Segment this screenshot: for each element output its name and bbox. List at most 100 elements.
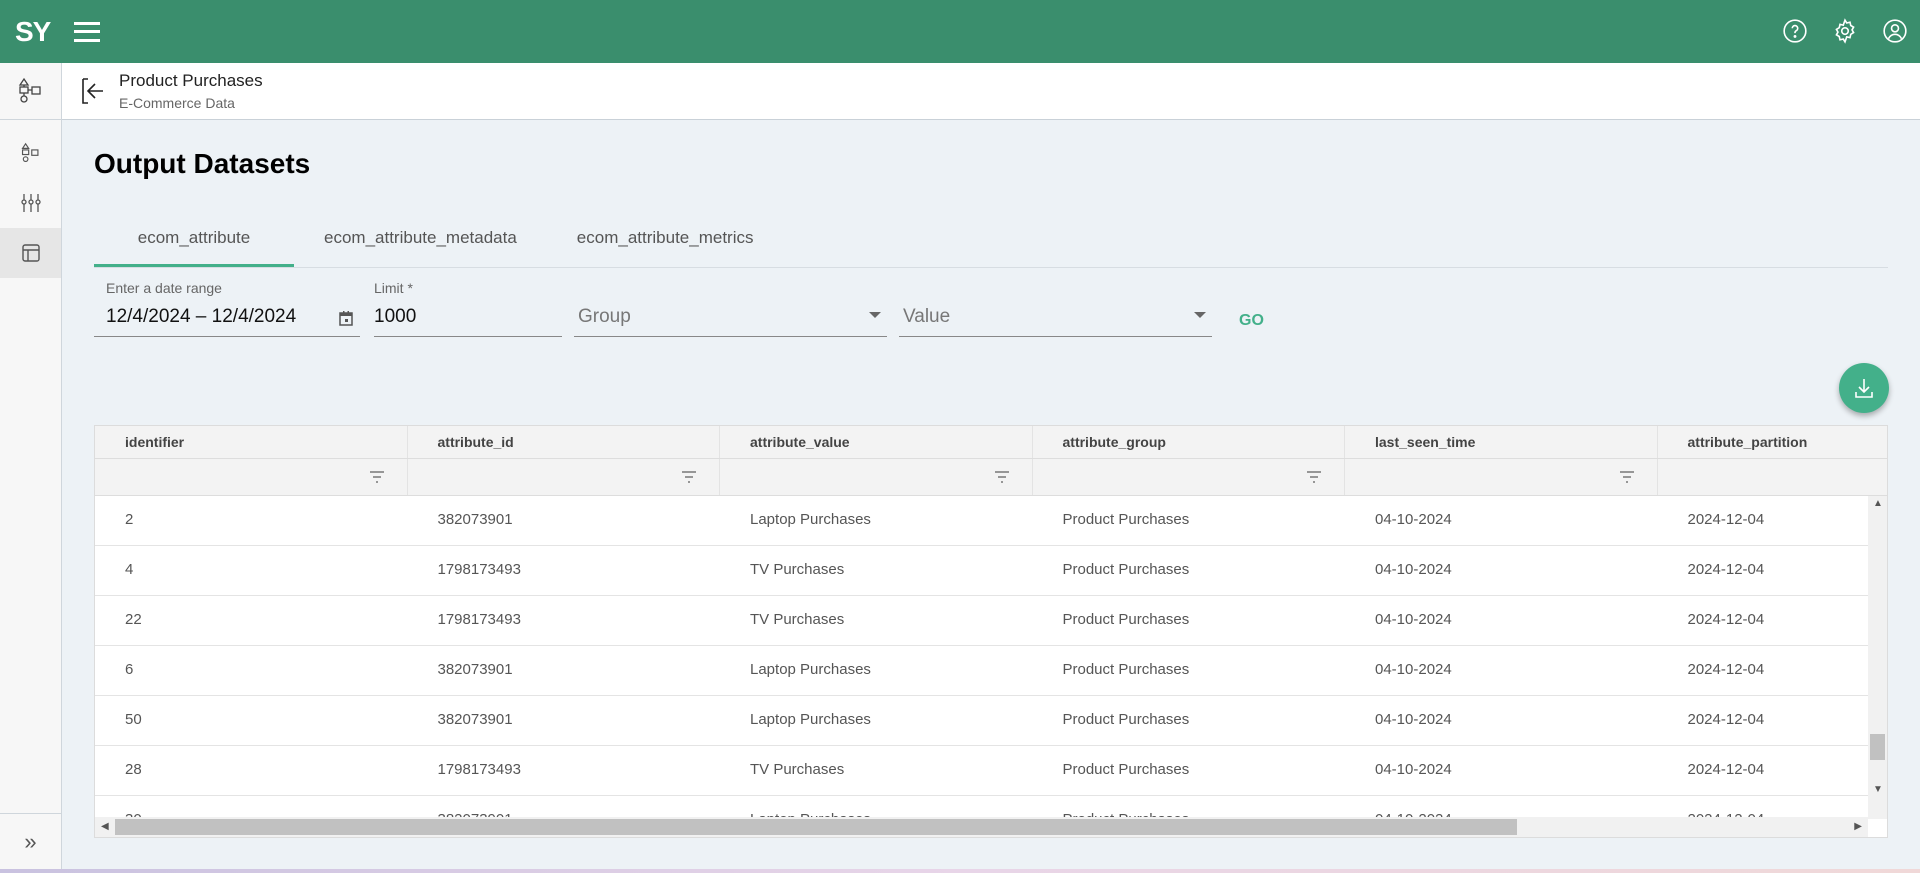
cell-attribute-value: TV Purchases: [750, 611, 845, 628]
window-bottom-edge: [0, 869, 1920, 873]
dataset-tabs: ecom_attribute ecom_attribute_metadata e…: [94, 218, 1888, 268]
column-filter-cell: [1345, 459, 1658, 495]
calendar-icon[interactable]: [338, 310, 354, 327]
table-row[interactable]: 50 382073901 Laptop Purchases Product Purch…: [95, 696, 1868, 746]
column-filter-cell: [720, 459, 1033, 495]
horizontal-scrollbar[interactable]: ◀ ▶: [95, 817, 1868, 837]
filter-icon[interactable]: [369, 471, 385, 483]
cell-attribute-group: Product Purchases: [1062, 611, 1190, 628]
cell-identifier: 22: [125, 611, 142, 628]
cell-last-seen-time: 04-10-2024: [1375, 611, 1452, 628]
sidebar-item-pipeline[interactable]: [0, 63, 61, 120]
top-app-bar: SY: [0, 0, 1920, 63]
cell-last-seen-time: 04-10-2024: [1375, 661, 1452, 678]
cell-last-seen-time: 04-10-2024: [1375, 711, 1452, 728]
column-header-identifier[interactable]: identifier: [95, 426, 408, 458]
cell-attribute-partition: 2024-12-04: [1658, 796, 1869, 819]
cell-attribute-group: Product Purchases: [1062, 711, 1190, 728]
settings-gear-icon[interactable]: [1832, 18, 1858, 44]
cell-attribute-group: Product Purchases: [1062, 661, 1190, 678]
cell-attribute-partition: 2024-12-04: [1687, 611, 1765, 628]
column-header-attribute-value[interactable]: attribute_value: [720, 426, 1033, 458]
filter-icon[interactable]: [681, 471, 697, 483]
cell-attribute-id: 1798173493: [437, 761, 521, 778]
table-row[interactable]: 22 1798173493 TV Purchases Product Purchase…: [95, 596, 1868, 646]
table-row[interactable]: 4 1798173493 TV Purchases Product Purchases…: [95, 546, 1868, 596]
cell-attribute-group: Product Purchases: [1062, 561, 1190, 578]
sidebar-item-datasets[interactable]: [0, 228, 61, 278]
go-button[interactable]: GO: [1239, 312, 1264, 329]
value-select[interactable]: Value: [899, 280, 1212, 337]
page-title: Output Datasets: [94, 148, 311, 179]
tab-ecom-attribute-metadata[interactable]: ecom_attribute_metadata: [324, 228, 517, 247]
sliders-icon: [20, 194, 41, 212]
group-select[interactable]: Group: [574, 280, 887, 337]
cell-attribute-value: TV Purchases: [750, 761, 845, 778]
cell-last-seen-time: 04-10-2024: [1375, 561, 1452, 578]
sidebar: »: [0, 63, 62, 869]
cell-last-seen-time: 04-10-2024: [1375, 761, 1452, 778]
limit-label: Limit *: [374, 280, 413, 296]
workflow-icon: [20, 142, 38, 163]
cell-attribute-group: Product Purchases: [1062, 761, 1190, 778]
limit-field[interactable]: Limit * 1000: [374, 280, 562, 337]
table-layout-icon: [21, 244, 40, 262]
date-range-field[interactable]: Enter a date range 12/4/2024 – 12/4/2024: [94, 280, 360, 337]
horizontal-scroll-thumb[interactable]: [115, 819, 1517, 835]
pipeline-icon: [18, 77, 41, 103]
table-row[interactable]: 2 382073901 Laptop Purchases Product Purcha…: [95, 496, 1868, 546]
table-row[interactable]: 6 382073901 Laptop Purchases Product Purcha…: [95, 646, 1868, 696]
download-button[interactable]: [1839, 363, 1889, 413]
tab-ecom-attribute-metrics[interactable]: ecom_attribute_metrics: [576, 228, 754, 247]
filter-icon[interactable]: [994, 471, 1010, 483]
cell-attribute-id: 382073901: [437, 711, 513, 728]
cell-identifier: 28: [125, 761, 142, 778]
cell-attribute-value: Laptop Purchases: [750, 711, 871, 728]
cell-attribute-value: TV Purchases: [750, 561, 845, 578]
header-row: identifier attribute_id attribute_value att…: [95, 426, 1887, 459]
cell-attribute-partition: 2024-12-04: [1687, 711, 1765, 728]
group-placeholder: Group: [578, 306, 631, 327]
vertical-scrollbar[interactable]: ▲ ▼: [1868, 496, 1887, 819]
cell-attribute-value: Laptop Purchases: [750, 511, 871, 528]
vertical-scroll-thumb[interactable]: [1870, 734, 1885, 760]
limit-input[interactable]: 1000: [374, 306, 417, 327]
sidebar-item-workflow[interactable]: [0, 128, 61, 178]
column-filter-cell: [95, 459, 408, 495]
column-header-attribute-group[interactable]: attribute_group: [1033, 426, 1345, 458]
tab-ecom-attribute[interactable]: ecom_attribute: [94, 218, 294, 267]
breadcrumb-header: Product Purchases E-Commerce Data: [62, 63, 1920, 120]
cell-identifier: 4: [125, 561, 134, 578]
dropdown-arrow-icon: [869, 312, 881, 318]
expand-sidebar-icon[interactable]: »: [0, 813, 61, 869]
cell-attribute-id: 382073901: [408, 796, 721, 819]
logo[interactable]: SY: [15, 15, 51, 47]
column-filter-cell: [408, 459, 720, 495]
cell-attribute-group: Product Purchases: [1033, 796, 1346, 819]
cell-identifier: 2: [125, 511, 134, 528]
back-icon[interactable]: [80, 77, 106, 105]
cell-attribute-id: 382073901: [437, 661, 513, 678]
cell-attribute-value: Laptop Purchases: [720, 796, 1033, 819]
column-header-last-seen-time[interactable]: last_seen_time: [1345, 426, 1658, 458]
grid-body: 2 382073901 Laptop Purchases Product Purcha…: [95, 496, 1868, 819]
cell-identifier: 50: [125, 711, 142, 728]
table-row[interactable]: 28 1798173493 TV Purchases Product Purchase…: [95, 746, 1868, 796]
filter-icon[interactable]: [1619, 471, 1635, 483]
date-range-value[interactable]: 12/4/2024 – 12/4/2024: [106, 306, 297, 327]
help-icon[interactable]: [1782, 18, 1808, 44]
column-filter-cell: [1658, 459, 1888, 495]
filter-icon[interactable]: [1306, 471, 1322, 483]
cell-identifier: 30: [95, 796, 408, 819]
dropdown-arrow-icon: [1194, 312, 1206, 318]
hamburger-menu-icon[interactable]: [74, 21, 101, 42]
cell-last-seen-time: 04-10-2024: [1375, 511, 1452, 528]
cell-attribute-group: Product Purchases: [1062, 511, 1190, 528]
account-icon[interactable]: [1882, 18, 1908, 44]
value-placeholder: Value: [903, 306, 951, 327]
sidebar-item-tuning[interactable]: [0, 178, 61, 228]
column-header-attribute-id[interactable]: attribute_id: [408, 426, 720, 458]
column-header-attribute-partition[interactable]: attribute_partition: [1658, 426, 1888, 458]
column-filter-cell: [1033, 459, 1345, 495]
